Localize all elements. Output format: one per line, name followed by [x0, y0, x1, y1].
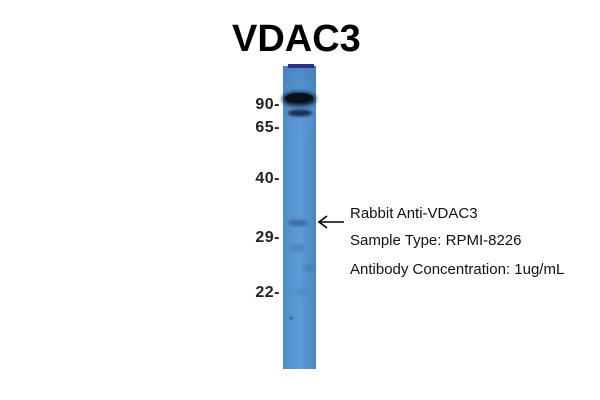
blot-title: VDAC3	[232, 18, 361, 60]
marker-22: 22-	[255, 284, 280, 301]
protein-bands	[282, 92, 316, 320]
antibody-label: Rabbit Anti-VDAC3	[350, 205, 478, 222]
marker-29: 29-	[255, 229, 280, 246]
concentration-label: Antibody Concentration: 1ug/mL	[350, 261, 565, 278]
blot-lane	[283, 64, 316, 369]
marker-90: 90-	[255, 96, 280, 113]
marker-65: 65-	[255, 119, 280, 136]
target-arrow	[317, 215, 344, 229]
marker-40: 40-	[255, 170, 280, 187]
sample-type-label: Sample Type: RPMI-8226	[350, 232, 522, 249]
